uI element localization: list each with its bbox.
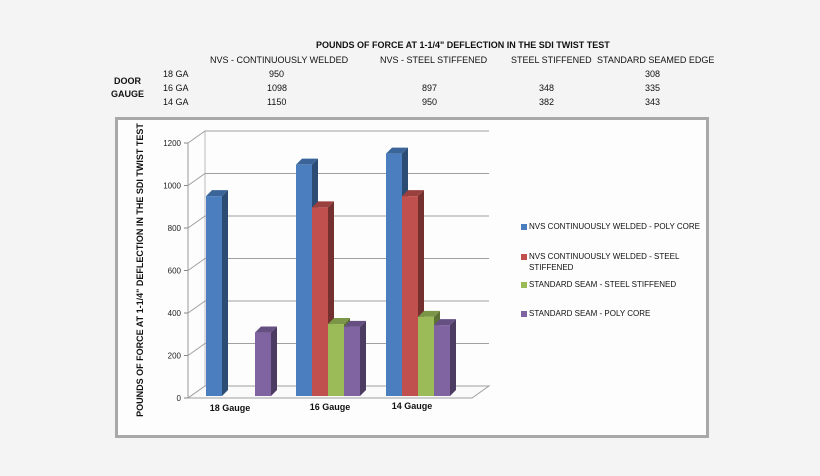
legend-swatch <box>521 224 527 230</box>
row-group-label: DOOR <box>114 76 141 86</box>
table-cell: 1098 <box>267 83 288 93</box>
legend-swatch <box>521 311 527 317</box>
bar <box>386 153 402 396</box>
svg-text:600: 600 <box>168 267 182 276</box>
legend-swatch <box>521 282 527 288</box>
row-label: 14 GA <box>163 97 189 107</box>
table-cell: 382 <box>539 97 555 107</box>
column-header: STANDARD SEAMED EDGE <box>597 55 715 65</box>
bar <box>434 325 450 396</box>
legend-label: STANDARD SEAM - POLY CORE <box>529 309 651 318</box>
table-cell: 1150 <box>267 97 287 107</box>
legend-label: NVS CONTINUOUSLY WELDED - POLY CORE <box>529 222 700 231</box>
bar <box>328 324 344 396</box>
svg-text:0: 0 <box>177 394 182 403</box>
table-cell: 343 <box>645 97 661 107</box>
table-cell: 308 <box>645 69 661 79</box>
table-cell: 950 <box>422 97 438 107</box>
svg-text:1000: 1000 <box>163 182 181 191</box>
bar <box>296 164 312 396</box>
svg-text:800: 800 <box>168 224 182 233</box>
table-cell: 897 <box>422 83 438 93</box>
row-label: 16 GA <box>163 83 189 93</box>
legend-swatch <box>521 254 527 260</box>
column-header: STEEL STIFFENED <box>511 55 592 65</box>
column-header: NVS - CONTINUOUSLY WELDED <box>210 55 349 65</box>
legend-label: STANDARD SEAM - STEEL STIFFENED <box>529 280 677 289</box>
row-group-label: GAUGE <box>111 89 145 99</box>
column-header: NVS - STEEL STIFFENED <box>380 55 488 65</box>
svg-text:14 Gauge: 14 Gauge <box>392 401 433 411</box>
legend-label: STIFFENED <box>529 263 574 272</box>
bar <box>402 196 418 396</box>
svg-text:200: 200 <box>168 352 182 361</box>
bar <box>344 326 360 396</box>
axes: 0 200 400 600 800 1000 1200 18 Gauge 16 Gauge 14 … <box>163 139 432 413</box>
bar <box>206 196 222 396</box>
svg-text:400: 400 <box>168 309 182 318</box>
table-cell: 950 <box>269 69 285 79</box>
table-cell: 348 <box>539 83 555 93</box>
y-axis-label: POUNDS OF FORCE AT 1-1/4" DEFLECTION IN … <box>135 123 145 417</box>
svg-text:1200: 1200 <box>163 139 181 148</box>
svg-text:16 Gauge: 16 Gauge <box>310 402 351 412</box>
bar <box>312 207 328 396</box>
table-cell: 335 <box>645 83 661 93</box>
bars <box>206 147 456 396</box>
row-label: 18 GA <box>163 69 189 79</box>
bar <box>255 332 271 396</box>
bar <box>418 316 434 396</box>
table-title: POUNDS OF FORCE AT 1-1/4" DEFLECTION IN … <box>316 40 610 50</box>
svg-text:18 Gauge: 18 Gauge <box>210 403 251 413</box>
legend-label: NVS CONTINUOUSLY WELDED - STEEL <box>529 252 680 261</box>
